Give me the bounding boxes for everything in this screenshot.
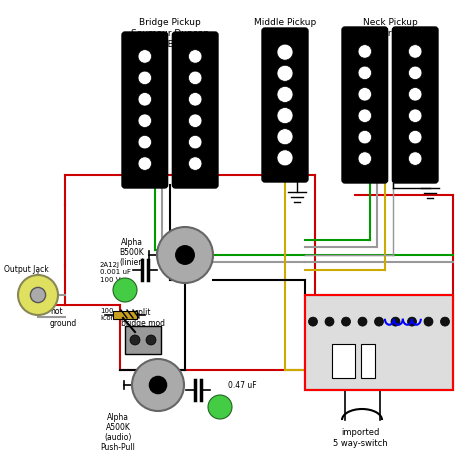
Circle shape [325,317,334,326]
Circle shape [409,109,422,122]
Circle shape [358,88,372,101]
Bar [305,295,453,390]
Bar [332,345,356,378]
Circle shape [277,44,293,60]
Text: 0.47 uF: 0.47 uF [228,381,256,390]
Text: B500K: B500K [119,248,145,257]
Circle shape [277,108,293,124]
Circle shape [138,71,152,84]
FancyBboxPatch shape [392,27,438,183]
Text: split
bridge mod: split bridge mod [121,308,165,328]
Circle shape [176,246,194,264]
Circle shape [358,317,367,326]
FancyBboxPatch shape [342,27,388,183]
Circle shape [424,317,433,326]
Circle shape [146,335,156,345]
Text: Alpha: Alpha [107,413,129,422]
Text: (audio): (audio) [104,433,132,442]
Circle shape [358,45,372,58]
Circle shape [157,227,213,283]
Circle shape [189,71,202,84]
Circle shape [189,136,202,149]
Circle shape [113,278,137,302]
Circle shape [132,359,184,411]
Circle shape [189,92,202,106]
Text: A500K: A500K [106,423,130,432]
FancyBboxPatch shape [173,32,218,188]
Text: A: A [439,339,453,357]
Circle shape [189,50,202,63]
Text: Alpha: Alpha [121,238,143,247]
Circle shape [358,130,372,144]
Circle shape [341,317,350,326]
FancyBboxPatch shape [262,28,308,182]
Circle shape [409,88,422,101]
Bar [361,345,374,378]
Circle shape [189,114,202,128]
Circle shape [374,317,383,326]
Circle shape [30,287,46,302]
Bar [305,295,453,390]
Circle shape [138,114,152,128]
Circle shape [358,152,372,165]
Circle shape [189,157,202,170]
Bar [113,311,137,319]
Circle shape [440,317,449,326]
Circle shape [409,130,422,144]
Text: Push-Pull: Push-Pull [100,443,136,452]
FancyBboxPatch shape [122,32,168,188]
Text: 2A12J
0.001 uF
100 V: 2A12J 0.001 uF 100 V [100,262,131,283]
Circle shape [138,92,152,106]
Text: Middle Pickup: Middle Pickup [254,18,316,27]
Circle shape [18,275,58,315]
Circle shape [138,157,152,170]
Text: Output Jack: Output Jack [4,265,49,274]
Text: imported
5 way-switch: imported 5 way-switch [333,428,387,448]
Circle shape [130,335,140,345]
Text: Bridge Pickup: Bridge Pickup [139,18,201,27]
Circle shape [408,317,417,326]
Circle shape [277,65,293,81]
Circle shape [277,150,293,166]
Circle shape [358,109,372,122]
Text: (linier): (linier) [119,258,145,267]
Text: JB: JB [165,40,174,49]
Circle shape [277,129,293,145]
Circle shape [391,317,400,326]
Bar [125,326,161,354]
Text: hot: hot [50,308,63,317]
Text: ground: ground [50,319,77,328]
Text: Neck Pickup: Neck Pickup [363,18,418,27]
Circle shape [138,50,152,63]
Circle shape [409,152,422,165]
Text: Seymour Duncan: Seymour Duncan [131,29,209,38]
Circle shape [409,45,422,58]
Circle shape [149,376,166,393]
Text: 100
k.ohm: 100 k.ohm [100,308,122,321]
Circle shape [277,86,293,102]
Text: Seymour Duncan: Seymour Duncan [351,29,429,38]
Circle shape [358,66,372,80]
Circle shape [409,66,422,80]
Circle shape [309,317,318,326]
Circle shape [208,395,232,419]
Circle shape [138,136,152,149]
